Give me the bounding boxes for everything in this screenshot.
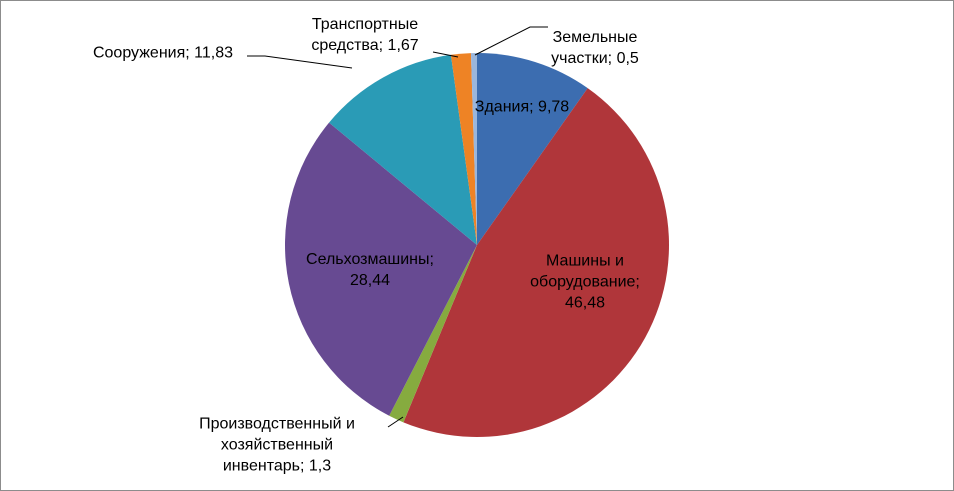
value-label: 46,48 [564, 294, 606, 312]
label-separator: ; [635, 273, 640, 291]
label-separator: ; [429, 251, 434, 268]
value-label: 28,44 [349, 272, 391, 289]
value-label: 9,78 [538, 98, 570, 116]
data-label: Производственный и хозяйственный инвента… [190, 414, 365, 477]
category-label: Здания [474, 98, 530, 116]
pie [285, 53, 670, 438]
data-label: Машины и оборудование; 46,48 [515, 251, 655, 314]
category-label: Транспортные средства [311, 16, 419, 54]
pie-slice [285, 122, 477, 416]
value-label: 0,5 [616, 50, 639, 67]
leader-lines [247, 26, 548, 428]
pie-slice [470, 53, 477, 245]
leader-line [247, 55, 353, 69]
data-label: Земельные участки; 0,5 [545, 27, 645, 69]
pie-slice [403, 88, 670, 438]
value-label: 11,83 [194, 44, 234, 62]
label-separator: ; [185, 44, 190, 62]
category-label: Сооружения [92, 44, 186, 62]
leader-line [387, 416, 404, 428]
pie-slice [389, 245, 477, 423]
category-label: Производственный и хозяйственный инвента… [199, 415, 355, 475]
category-label: Земельные участки [551, 29, 638, 67]
label-separator: ; [299, 457, 305, 475]
category-label: Сельхозмашины [306, 251, 430, 268]
data-label: Здания; 9,78 [472, 97, 572, 118]
category-label: Машины и оборудование [530, 252, 636, 291]
data-label: Сооружения; 11,83 [58, 43, 268, 64]
pie-slice [477, 53, 588, 245]
label-separator: ; [378, 37, 384, 54]
data-label: Сельхозмашины; 28,44 [295, 249, 445, 291]
label-separator: ; [529, 98, 534, 116]
value-label: 1,67 [387, 37, 419, 54]
leader-line [474, 26, 548, 56]
pie-slice [450, 53, 477, 245]
pie-slice [329, 54, 477, 245]
data-label: Транспортные средства; 1,67 [290, 14, 440, 56]
label-separator: ; [607, 50, 613, 67]
value-label: 1,3 [308, 457, 332, 475]
leader-line [432, 51, 459, 58]
